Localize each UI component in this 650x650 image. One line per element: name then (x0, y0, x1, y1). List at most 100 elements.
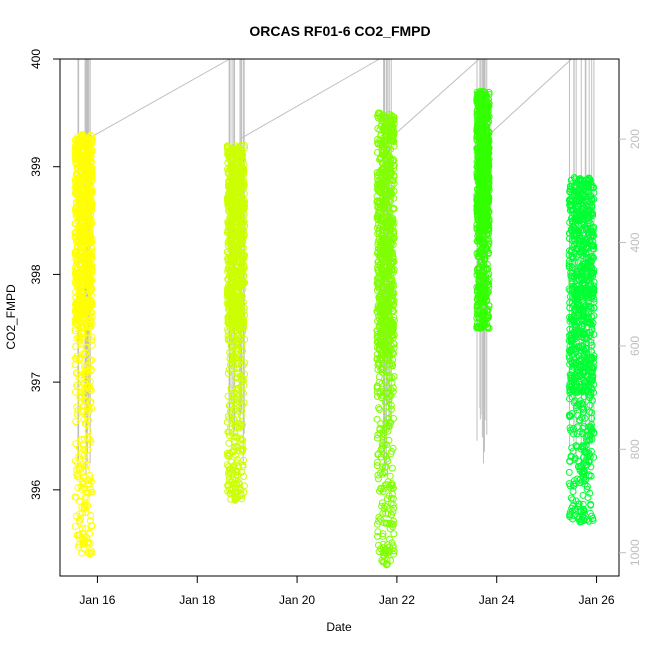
data-point (583, 349, 591, 357)
data-point (575, 232, 583, 240)
data-point (380, 309, 388, 317)
data-point (479, 317, 487, 325)
data-point (580, 423, 588, 431)
data-point (485, 227, 493, 235)
data-point (79, 245, 87, 252)
data-point (590, 282, 597, 290)
data-point (590, 266, 598, 274)
data-point (86, 222, 94, 229)
data-point (87, 278, 95, 285)
data-point (475, 269, 483, 277)
data-point (572, 203, 579, 211)
data-point (574, 192, 582, 200)
data-point (390, 344, 398, 352)
data-point (235, 257, 243, 265)
data-point (232, 295, 240, 303)
data-point (579, 331, 587, 339)
data-point (378, 216, 386, 224)
data-point (479, 222, 487, 230)
data-point (386, 264, 394, 272)
data-point (474, 192, 482, 200)
data-point (568, 274, 576, 282)
data-point (71, 325, 79, 333)
data-point (481, 118, 488, 126)
data-point (231, 274, 239, 282)
data-point (230, 480, 238, 488)
data-point (580, 180, 588, 188)
data-point (569, 488, 577, 495)
data-point (385, 216, 392, 224)
data-point (482, 109, 490, 117)
data-point (79, 402, 87, 410)
data-point (232, 471, 240, 479)
data-point (71, 220, 79, 228)
data-point (388, 320, 396, 328)
data-point (579, 509, 587, 517)
data-point (77, 178, 85, 186)
data-point (88, 336, 96, 344)
data-point (228, 223, 236, 231)
data-point (380, 340, 388, 348)
data-point (376, 515, 384, 523)
data-point (225, 469, 232, 477)
data-point (386, 393, 394, 401)
data-point (376, 324, 383, 332)
data-point (580, 505, 588, 513)
data-point (587, 338, 595, 346)
data-point (585, 302, 593, 310)
data-point (381, 378, 389, 386)
data-point (565, 337, 573, 345)
data-point (585, 208, 592, 216)
data-point (576, 330, 584, 338)
data-point (569, 345, 577, 353)
data-point (240, 381, 248, 389)
data-point (475, 282, 483, 290)
data-point (389, 131, 397, 138)
data-point (239, 328, 247, 336)
data-point (81, 364, 89, 372)
data-point (566, 313, 574, 321)
data-point (84, 427, 92, 435)
data-point (78, 509, 86, 517)
data-point (479, 91, 487, 99)
data-point (484, 212, 492, 220)
data-point (239, 279, 247, 287)
data-point (224, 336, 232, 344)
data-point (587, 424, 594, 432)
data-point (390, 180, 398, 188)
data-point (234, 202, 242, 210)
data-point (74, 132, 82, 140)
x-axis-label: Date (326, 620, 352, 634)
data-point (85, 405, 93, 413)
data-point (380, 245, 388, 253)
data-point (389, 384, 397, 392)
data-point (565, 257, 573, 265)
data-point (238, 445, 246, 453)
data-point (566, 229, 574, 237)
data-point (77, 392, 85, 400)
data-point (473, 113, 481, 121)
data-point (390, 317, 398, 324)
data-point (79, 213, 87, 221)
altitude-trace (87, 58, 230, 140)
data-point (239, 436, 247, 444)
chart-title: ORCAS RF01-6 CO2_FMPD (249, 23, 430, 39)
data-point (79, 217, 87, 224)
data-point (88, 522, 96, 530)
data-point (227, 237, 235, 245)
data-point (572, 380, 580, 388)
data-point (76, 444, 83, 452)
data-point (582, 345, 590, 353)
data-point (83, 409, 91, 417)
data-point (74, 280, 82, 288)
data-point (574, 302, 582, 310)
data-point (390, 289, 398, 297)
data-point (88, 333, 96, 341)
data-point (390, 194, 398, 202)
data-point (76, 466, 84, 474)
data-point (80, 156, 88, 164)
data-point (389, 228, 397, 235)
data-point (478, 296, 486, 304)
data-point (390, 219, 398, 227)
data-point (587, 428, 595, 436)
